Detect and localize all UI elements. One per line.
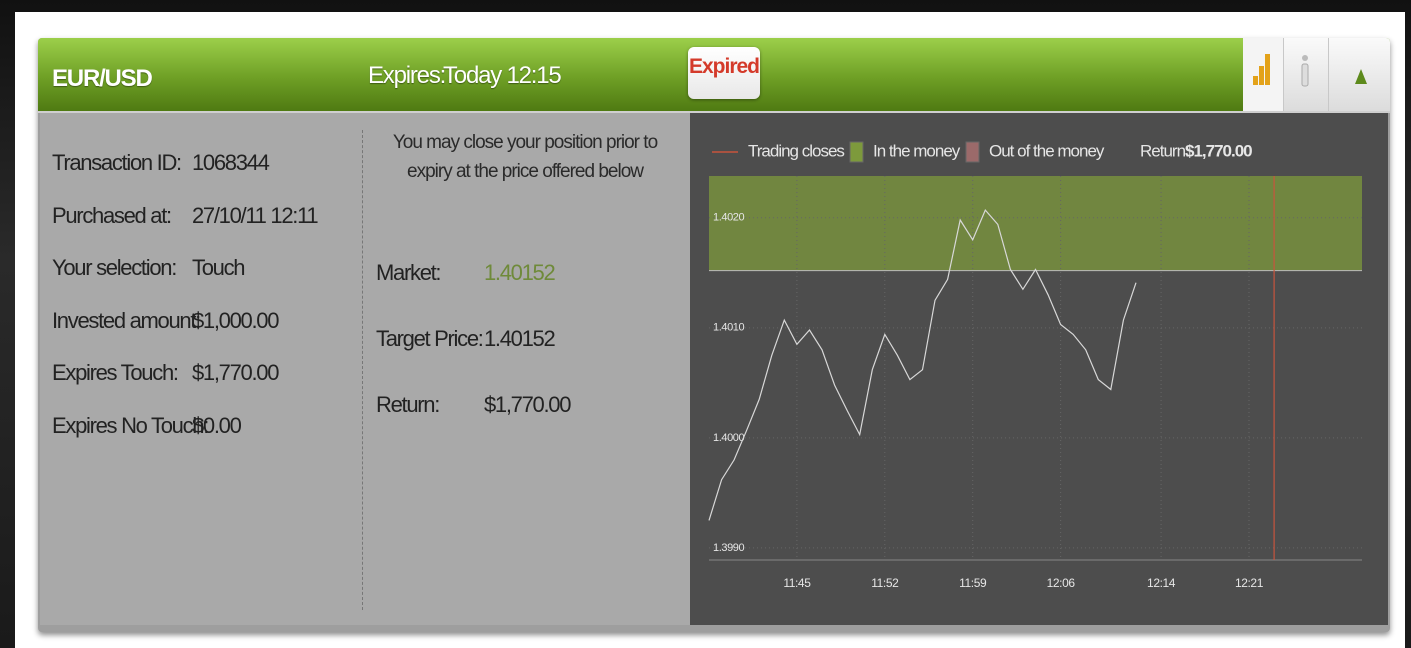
detail-label: Your selection:: [52, 255, 177, 280]
x-tick-label: 12:21: [1235, 576, 1264, 590]
position-value: 1.40152: [484, 260, 556, 285]
status-badge: Expired: [688, 47, 760, 99]
position-label: Market:: [376, 260, 442, 285]
detail-value: 1068344: [192, 150, 270, 175]
legend-swatch: [849, 141, 864, 163]
toolbar: [1243, 38, 1390, 111]
x-tick-label: 11:59: [959, 576, 987, 590]
y-tick-label: 1.4020: [713, 212, 745, 224]
position-label: Return:: [376, 392, 440, 417]
detail-value: $0.00: [192, 412, 242, 438]
return-label: Return:: [1140, 141, 1189, 160]
x-tick-label: 11:45: [783, 576, 811, 590]
price-line: [708, 208, 1137, 521]
detail-value: $1,770.00: [192, 360, 279, 385]
detail-label: Expires Touch:: [52, 360, 179, 385]
y-tick-label: 1.3990: [713, 542, 745, 554]
detail-value: 27/10/11 12:11: [192, 202, 319, 228]
chart-icon[interactable]: [1243, 38, 1283, 111]
x-tick-label: 11:52: [871, 576, 899, 590]
x-tick-label: 12:14: [1147, 576, 1176, 590]
pair: EUR/USD: [52, 65, 153, 92]
expires-value: Today 12:15: [443, 62, 562, 89]
collapse-button[interactable]: [1355, 69, 1367, 84]
expires-label: Expires:: [368, 62, 446, 89]
close-note: You may close your position prior to exp…: [392, 132, 658, 182]
legend-swatch: [965, 141, 980, 163]
detail-label: Purchased at:: [52, 202, 172, 228]
price-chart: 1.3990 1.4000 1.4010 1.4020 11:45 11:52 11:59 1…: [690, 113, 1388, 625]
divider: [362, 130, 363, 610]
legend-label: Out of the money: [989, 141, 1105, 160]
return-value: $1,770.00: [1185, 141, 1252, 160]
position-panel: EUR/USD Expires: Today 12:15 Expired: [38, 38, 1390, 632]
detail-value: Touch: [192, 255, 246, 280]
legend-label: Trading closes: [748, 141, 844, 160]
detail-label: Expires No Touch:: [52, 412, 209, 438]
details-area: [40, 113, 690, 625]
position-value: 1.40152: [484, 326, 556, 351]
info-icon[interactable]: [1301, 55, 1309, 87]
legend-label: In the money: [873, 141, 961, 160]
detail-label: Invested amount:: [52, 307, 201, 333]
x-tick-label: 12:06: [1047, 576, 1076, 590]
header: EUR/USD Expires: Today 12:15 Expired: [38, 38, 1390, 113]
in-the-money-band: [709, 176, 1362, 271]
y-tick-label: 1.4000: [713, 432, 745, 444]
position-value: $1,770.00: [484, 392, 571, 417]
position-label: Target Price:: [376, 326, 484, 351]
detail-value: $1,000.00: [192, 307, 279, 333]
detail-label: Transaction ID:: [52, 150, 182, 175]
toolbar-icons: [1243, 38, 1367, 111]
y-tick-label: 1.4010: [713, 322, 745, 334]
